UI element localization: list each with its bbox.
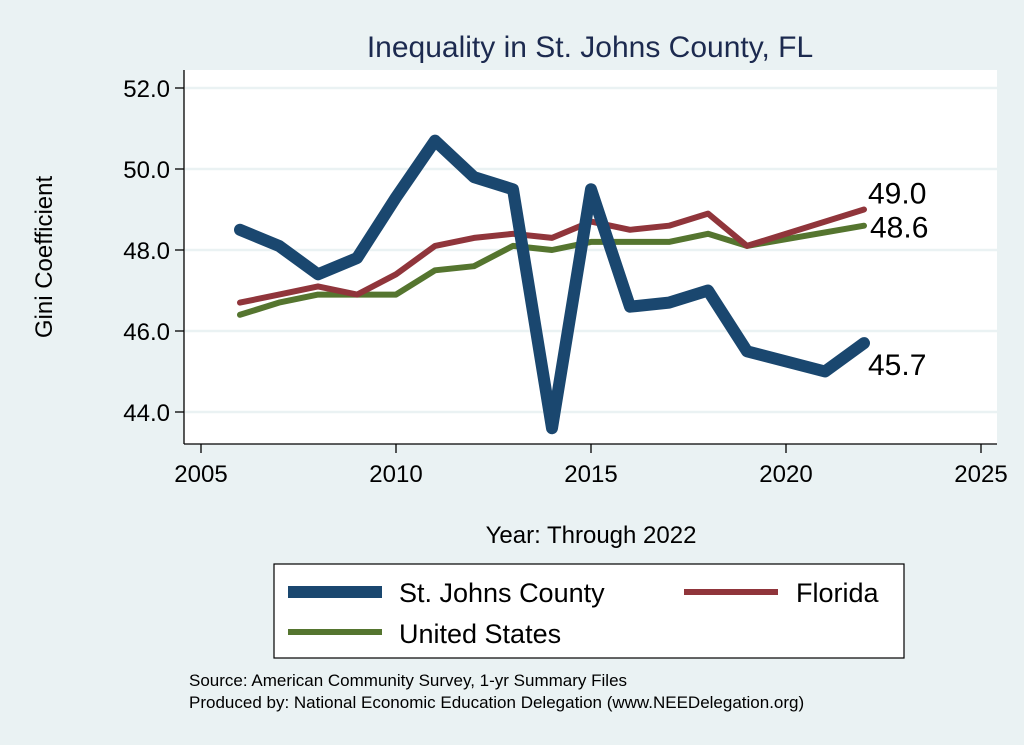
- plot-area: [184, 70, 997, 444]
- y-axis-title: Gini Coefficient: [31, 176, 58, 339]
- x-axis-title: Year: Through 2022: [486, 522, 697, 549]
- y-tick-label: 44.0: [123, 400, 170, 427]
- x-ticks: 2005 2010 2015 2020 2025: [174, 444, 1008, 488]
- x-tick-label: 2015: [564, 461, 617, 488]
- end-labels: 45.7 49.048.6: [868, 178, 928, 383]
- y-tick-label: 48.0: [123, 238, 170, 265]
- source-note: Source: American Community Survey, 1-yr …: [189, 671, 627, 690]
- series-line-st-johns-county: [234, 134, 870, 435]
- legend-box: [273, 563, 905, 659]
- y-tick-label: 46.0: [123, 319, 170, 346]
- producer-note: Produced by: National Economic Education…: [189, 693, 804, 712]
- y-tick-label: 50.0: [123, 157, 170, 184]
- end-label-florida: 49.0: [868, 178, 926, 211]
- x-tick-label: 2020: [759, 461, 812, 488]
- legend: St. Johns County Florida United States: [273, 563, 905, 659]
- end-label-united-states: 48.6: [870, 212, 928, 245]
- series-florida: [237, 206, 867, 306]
- legend-label-united-states: United States: [399, 619, 561, 649]
- y-ticks: 44.0 46.0 48.0 50.0 52.0: [123, 76, 184, 427]
- gridlines: [185, 86, 997, 414]
- x-tick-label: 2005: [174, 461, 227, 488]
- series-st-johns-county: [234, 134, 870, 435]
- legend-label-florida: Florida: [796, 578, 880, 608]
- x-tick-label: 2025: [954, 461, 1007, 488]
- chart-title: Inequality in St. Johns County, FL: [367, 31, 813, 64]
- series-layer: [234, 134, 870, 435]
- end-label-st-johns-county: 45.7: [868, 349, 926, 382]
- y-tick-label: 52.0: [123, 76, 170, 103]
- x-tick-label: 2010: [369, 461, 422, 488]
- legend-label-st-johns-county: St. Johns County: [399, 578, 605, 608]
